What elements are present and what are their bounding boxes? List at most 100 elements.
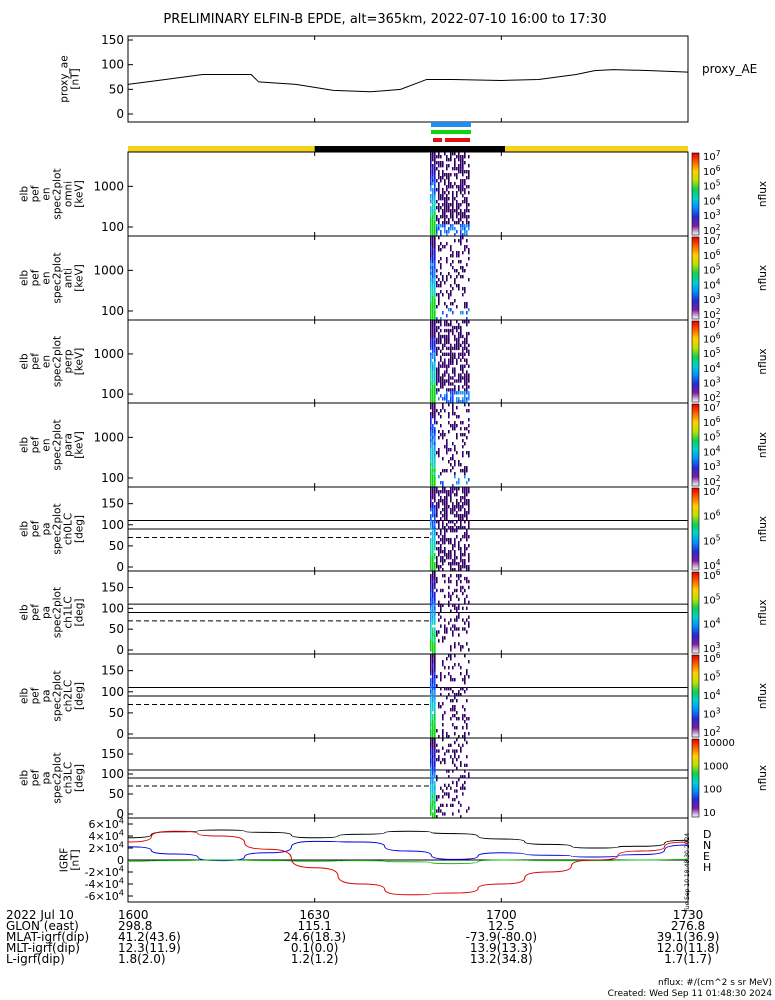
heatmap-cell [430, 690, 432, 694]
heatmap-cell [464, 469, 466, 473]
heatmap-cell [430, 311, 432, 315]
heatmap-cell [440, 603, 442, 607]
heatmap-cell [446, 314, 448, 318]
heatmap-cell [452, 302, 454, 306]
heatmap-cell [432, 529, 434, 533]
heatmap-cell [434, 666, 436, 670]
heatmap-cell [456, 615, 458, 619]
heatmap-cell [448, 346, 450, 351]
heatmap-cell [448, 591, 450, 596]
heatmap-cell [432, 562, 434, 566]
heatmap-cell [434, 769, 436, 773]
heatmap-cell [468, 251, 470, 255]
heatmap-cell [450, 308, 452, 312]
heatmap-cell [448, 603, 450, 607]
heatmap-cell [450, 275, 452, 279]
heatmap-cell [446, 188, 448, 192]
heatmap-cell [432, 245, 434, 249]
heatmap-cell [458, 502, 460, 506]
heatmap-cell [468, 535, 470, 539]
heatmap-cell [432, 780, 434, 785]
heatmap-cell [430, 648, 432, 652]
heatmap-cell [462, 735, 464, 739]
heatmap-cell [436, 233, 438, 237]
heatmap-cell [466, 669, 468, 673]
heatmap-cell [430, 164, 432, 168]
heatmap-cell [458, 284, 460, 288]
ylabel-line: elb [19, 186, 31, 202]
heatmap-cell [440, 328, 442, 333]
heatmap-cell [438, 224, 440, 228]
heatmap-cell [452, 511, 454, 515]
heatmap-cell [432, 481, 434, 485]
heatmap-cell [468, 170, 470, 174]
heatmap-cell [432, 254, 434, 258]
heatmap-cell [438, 185, 440, 189]
heatmap-cell [436, 502, 438, 506]
heatmap-cell [434, 493, 436, 497]
heatmap-cell [444, 340, 446, 345]
heatmap-cell [450, 526, 452, 530]
heatmap-cell [442, 164, 444, 168]
heatmap-cell [462, 340, 464, 345]
heatmap-cell [460, 687, 462, 691]
heatmap-cell [458, 603, 460, 607]
heatmap-cell [440, 364, 442, 368]
heatmap-cell [434, 684, 436, 688]
heatmap-cell [452, 325, 454, 330]
heatmap-cell [450, 173, 452, 177]
heatmap-cell [434, 789, 436, 793]
heatmap-cell [454, 427, 456, 431]
heatmap-cell [432, 370, 434, 374]
heatmap-cell [450, 699, 452, 703]
heatmap-cell [448, 585, 450, 590]
heatmap-cell [464, 170, 466, 174]
heatmap-cell [432, 630, 434, 634]
colorbar-title: nflux [757, 683, 769, 709]
heatmap-cell [440, 672, 442, 676]
heatmap-cell [432, 299, 434, 303]
heatmap-cell [450, 152, 452, 156]
heatmap-cell [430, 532, 432, 536]
heatmap-cell [446, 233, 448, 237]
heatmap-cell [452, 603, 454, 607]
heatmap-cell [444, 221, 446, 225]
heatmap-cell [430, 803, 432, 807]
heatmap-cell [450, 487, 452, 491]
heatmap-cell [464, 675, 466, 679]
orbit-row-label: MLAT-igrf(dip) [6, 930, 89, 944]
heatmap-cell [462, 553, 464, 557]
ylabel-line: pef [30, 769, 42, 786]
heatmap-cell [442, 723, 444, 727]
heatmap-cell [450, 708, 452, 712]
heatmap-cell [442, 197, 444, 201]
heatmap-cell [430, 221, 432, 225]
heatmap-cell [434, 260, 436, 264]
heatmap-cell [460, 520, 462, 524]
heatmap-cell [430, 687, 432, 691]
heatmap-cell [434, 544, 436, 548]
heatmap-cell [434, 311, 436, 315]
heatmap-cell [446, 523, 448, 527]
heatmap-cell [430, 152, 432, 156]
heatmap-cell [446, 278, 448, 282]
heatmap-cell [430, 200, 432, 204]
heatmap-cell [432, 565, 434, 569]
heatmap-cell [448, 206, 450, 210]
ylabel-line: anti [63, 268, 75, 288]
heatmap-cell [430, 740, 432, 745]
heatmap-cell [466, 233, 468, 237]
heatmap-cell [454, 352, 456, 356]
ylabel-line: ch0LC [63, 513, 75, 545]
heatmap-cell [434, 266, 436, 270]
heatmap-cell [452, 361, 454, 365]
heatmap-cell [438, 541, 440, 545]
heatmap-cell [434, 766, 436, 770]
heatmap-cell [462, 233, 464, 237]
heatmap-cell [466, 317, 468, 321]
heatmap-cell [446, 221, 448, 225]
heatmap-cell [452, 505, 454, 509]
colorbar-tick-label: 103 [703, 292, 721, 306]
heatmap-cell [460, 311, 462, 315]
